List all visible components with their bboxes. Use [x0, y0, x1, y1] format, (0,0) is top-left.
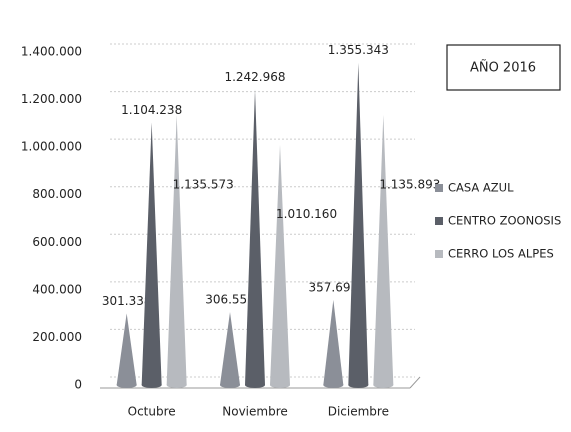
data-label: 1.010.160: [276, 207, 337, 221]
y-tick-label: 800.000: [32, 187, 82, 201]
y-tick-label: 1.000.000: [21, 140, 82, 154]
cone: [166, 114, 187, 386]
data-label: 1.135.573: [173, 177, 234, 191]
cone: [220, 312, 240, 385]
legend-swatch: [435, 184, 443, 192]
legend-swatch: [435, 250, 443, 258]
legend-swatch: [435, 217, 443, 225]
x-tick-label: Noviembre: [222, 405, 288, 419]
legend-label: CASA AZUL: [448, 181, 514, 195]
data-label: 306.555: [205, 293, 255, 307]
cone: [323, 299, 344, 385]
cone: [245, 89, 265, 385]
cone: [141, 122, 162, 385]
data-label: 357.695: [309, 280, 359, 294]
legend-label: CENTRO ZOONOSIS: [448, 214, 561, 228]
y-tick-label: 400.000: [32, 282, 82, 296]
data-label: 301.338: [102, 294, 152, 308]
y-tick-label: 1.400.000: [21, 45, 82, 59]
cone: [373, 114, 394, 385]
data-label: 1.242.968: [224, 70, 285, 84]
data-label: 1.135.893: [379, 177, 440, 191]
cone: [270, 144, 290, 385]
chart-title: AÑO 2016: [470, 60, 536, 76]
data-label: 1.355.343: [328, 43, 389, 57]
y-tick-label: 600.000: [32, 235, 82, 249]
x-tick-label: Diciembre: [328, 405, 389, 419]
cone: [348, 62, 369, 386]
cone: [116, 313, 137, 385]
axis-floor-back: [409, 376, 421, 389]
legend-label: CERRO LOS ALPES: [448, 247, 554, 261]
data-label: 1.104.238: [121, 103, 182, 117]
y-tick-label: 1.200.000: [21, 92, 82, 106]
y-tick-label: 200.000: [32, 330, 82, 344]
title-box: [446, 44, 561, 91]
x-tick-label: Octubre: [128, 405, 176, 419]
y-tick-label: 0: [74, 378, 82, 392]
